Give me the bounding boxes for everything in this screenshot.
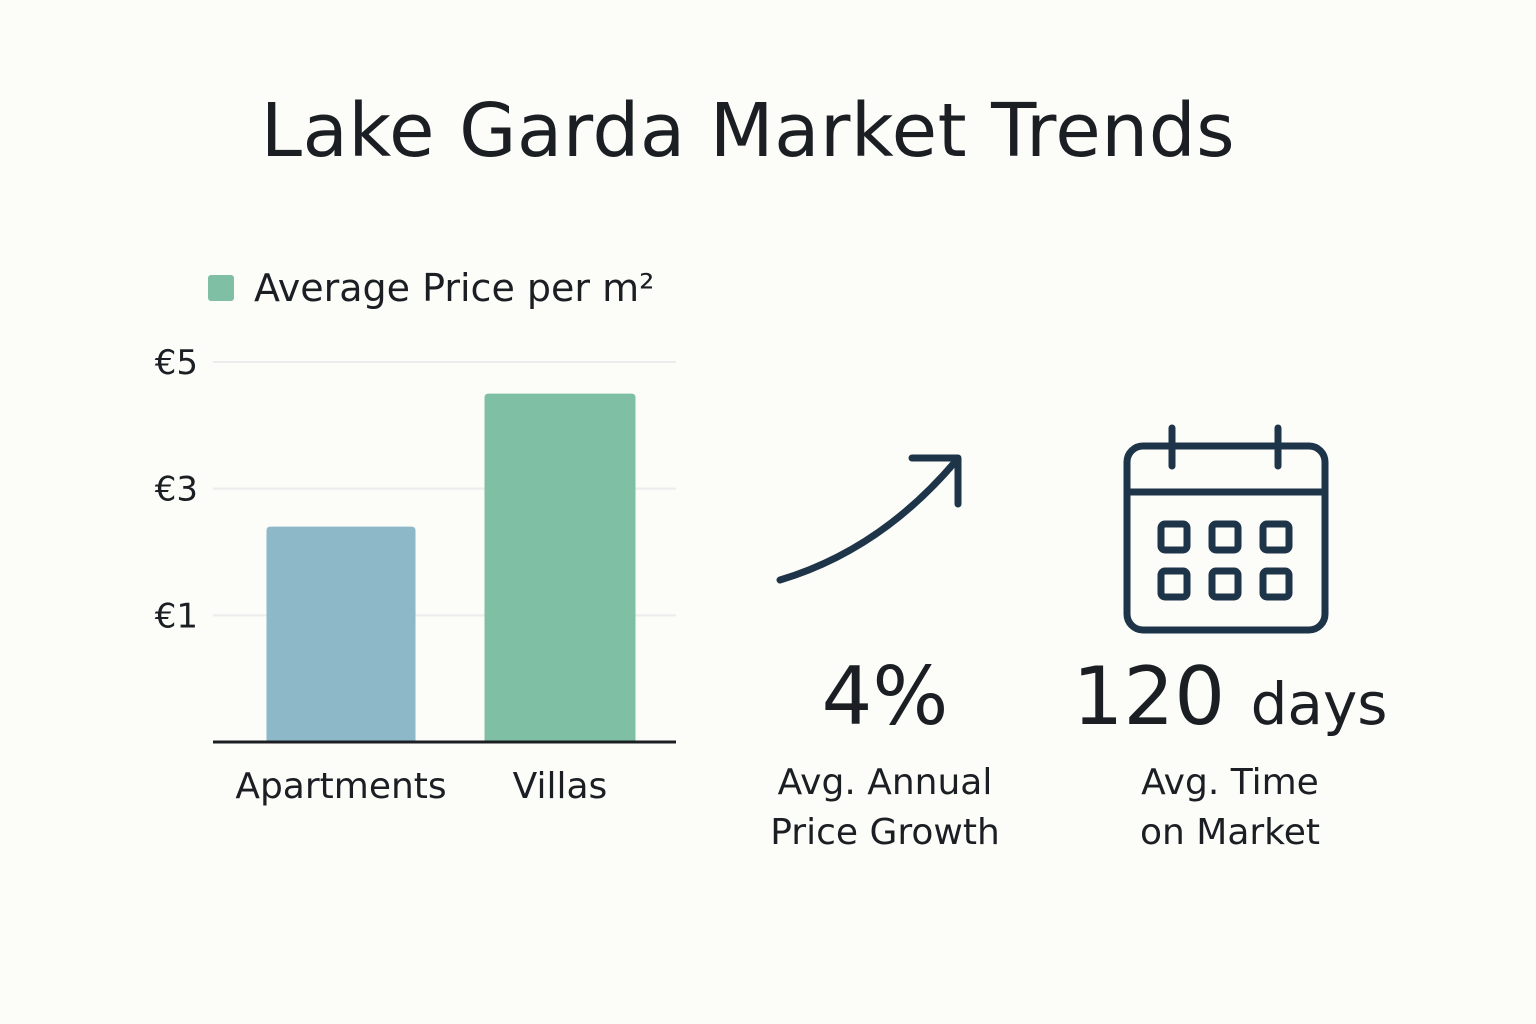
bar-villas bbox=[484, 393, 636, 742]
time-label-line1: Avg. Time bbox=[1141, 762, 1319, 803]
growth-value: 4% bbox=[821, 650, 949, 743]
time-on-market-label: Avg. Time on Market bbox=[1090, 758, 1370, 858]
x-category-label: Apartments bbox=[235, 766, 446, 807]
page-title: Lake Garda Market Trends bbox=[260, 88, 1236, 174]
y-tick-label: €1 bbox=[155, 596, 198, 636]
time-on-market-number: 120 bbox=[1072, 650, 1226, 743]
y-tick-label: €3 bbox=[155, 470, 198, 510]
bar-apartments bbox=[266, 526, 416, 742]
legend-label: Average Price per m² bbox=[254, 266, 655, 310]
legend-swatch bbox=[208, 275, 234, 301]
time-label-line2: on Market bbox=[1139, 812, 1321, 853]
time-on-market-value: 120 days bbox=[1060, 650, 1400, 743]
time-on-market-unit: days bbox=[1250, 670, 1388, 738]
chart-legend: Average Price per m² bbox=[208, 266, 654, 310]
growth-label-line2: Price Growth bbox=[770, 812, 1000, 853]
growth-label: Avg. Annual Price Growth bbox=[740, 758, 1030, 858]
growth-label-line1: Avg. Annual bbox=[777, 762, 993, 803]
x-category-label: Villas bbox=[513, 766, 608, 807]
y-tick-label: €5 bbox=[155, 343, 198, 383]
